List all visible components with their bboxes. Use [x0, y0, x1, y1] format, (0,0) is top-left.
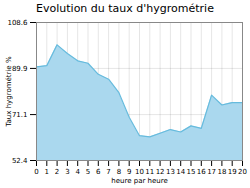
svg-text:1: 1 — [45, 168, 49, 176]
svg-text:16: 16 — [197, 168, 206, 176]
svg-text:9: 9 — [127, 168, 131, 176]
svg-text:18: 18 — [217, 168, 226, 176]
svg-text:Taux hygrométrie %: Taux hygrométrie % — [5, 56, 13, 127]
svg-text:7: 7 — [106, 168, 110, 176]
svg-text:4: 4 — [75, 168, 80, 176]
svg-text:20: 20 — [238, 168, 247, 176]
svg-text:14: 14 — [176, 168, 185, 176]
svg-text:11: 11 — [145, 168, 154, 176]
html-text:Evolution du taux d'hygrométri: Evolution du taux d'hygrométrie — [36, 2, 214, 15]
svg-text:0: 0 — [34, 168, 38, 176]
svg-text:3: 3 — [65, 168, 69, 176]
svg-text:19: 19 — [228, 168, 237, 176]
svg-text:12: 12 — [156, 168, 165, 176]
svg-text:2: 2 — [55, 168, 59, 176]
svg-text:108.6: 108.6 — [7, 19, 28, 27]
svg-text:8: 8 — [117, 168, 121, 176]
svg-text:5: 5 — [86, 168, 90, 176]
svg-text:15: 15 — [187, 168, 196, 176]
svg-text:52.4: 52.4 — [12, 157, 28, 165]
svg-text:6: 6 — [96, 168, 101, 176]
svg-text:17: 17 — [207, 168, 216, 176]
svg-text:13: 13 — [166, 168, 175, 176]
svg-text:heure par heure: heure par heure — [111, 177, 167, 185]
svg-text:71.1: 71.1 — [12, 111, 28, 119]
svg-text:10: 10 — [135, 168, 144, 176]
svg-text:89.9: 89.9 — [12, 65, 28, 73]
